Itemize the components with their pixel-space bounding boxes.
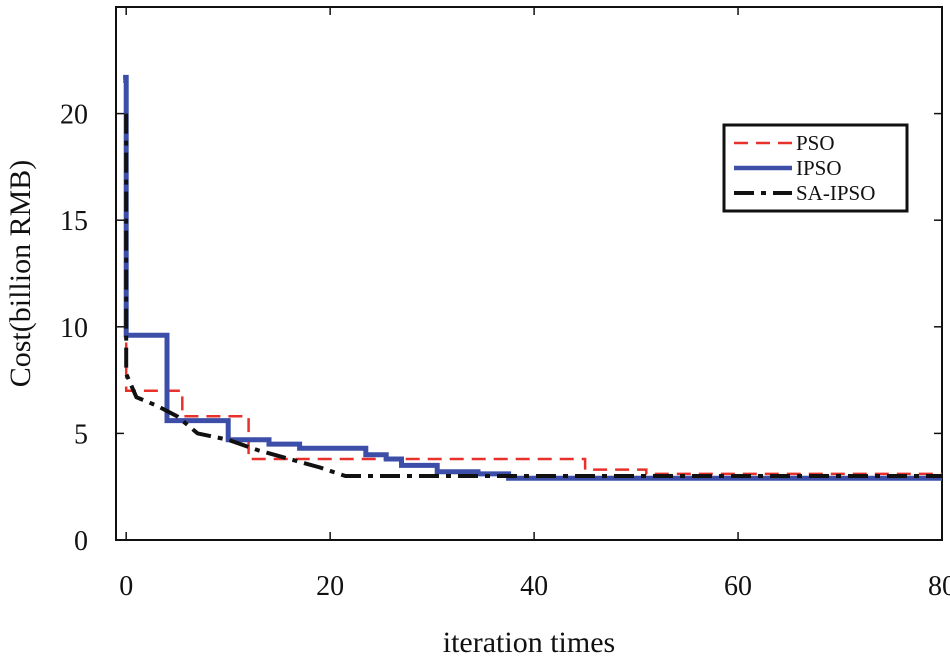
series-line-sa-ipso: [124, 113, 942, 478]
plot-frame: [115, 6, 943, 541]
tick-layer: 0 20 40 60 80 0 5 10 15 20: [60, 7, 950, 602]
series-line-ipso: [123, 74, 942, 481]
y-tick-label: 5: [74, 419, 88, 450]
legend-label-sa-ipso: SA-IPSO: [796, 181, 875, 205]
y-tick-label: 20: [60, 100, 88, 131]
legend-label-pso: PSO: [796, 131, 835, 155]
x-tick-label: 60: [724, 571, 752, 602]
x-tick-label: 0: [119, 571, 133, 602]
y-tick-label: 15: [60, 206, 88, 237]
legend-label-ipso: IPSO: [796, 156, 842, 180]
y-tick-label: 0: [74, 526, 88, 557]
plot-area: 0 20 40 60 80 0 5 10 15 20: [60, 6, 950, 602]
y-tick-label: 10: [60, 313, 88, 344]
series-line-pso: [123, 80, 942, 476]
x-tick-label: 40: [520, 571, 548, 602]
y-axis-label: Cost(billion RMB): [4, 160, 37, 388]
x-axis-label: iteration times: [443, 626, 615, 659]
x-tick-label: 20: [316, 571, 344, 602]
series-layer: [123, 74, 942, 481]
x-tick-label: 80: [928, 571, 950, 602]
